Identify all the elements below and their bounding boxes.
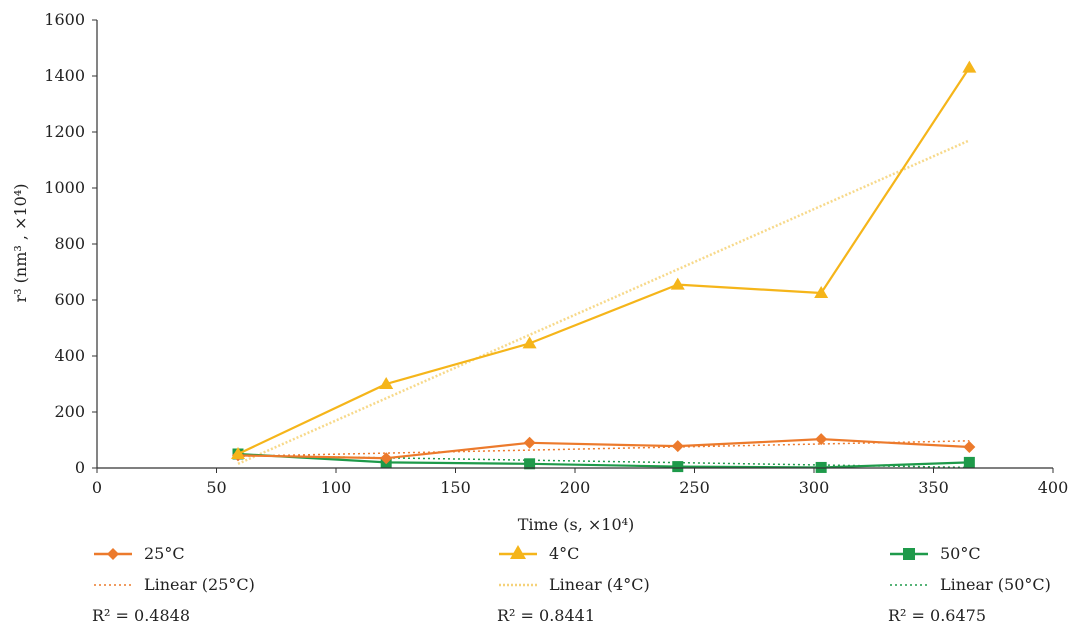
data-point-2 xyxy=(524,458,536,470)
triangle-marker-icon xyxy=(499,545,537,559)
x-tick-label: 0 xyxy=(92,478,102,497)
dotted-line-icon xyxy=(890,584,928,586)
x-axis-label: Time (s, ×10⁴) xyxy=(518,515,635,534)
legend-label-linear-50c: Linear (50°C) xyxy=(940,575,1051,594)
series xyxy=(231,60,977,473)
r2-label-50c: R² = 0.6475 xyxy=(888,606,987,625)
legend-label-50c: 50°C xyxy=(940,544,981,563)
y-tick-label: 0 xyxy=(75,458,85,477)
dotted-line-icon xyxy=(94,584,132,586)
x-tick-label: 250 xyxy=(679,478,710,497)
dotted-line-icon xyxy=(499,583,537,587)
data-point-1 xyxy=(962,60,977,73)
legend-group-50c: 50°C Linear (50°C) R² = 0.6475 xyxy=(888,540,1075,633)
y-tick-label: 1400 xyxy=(44,66,85,85)
diamond-marker-icon xyxy=(94,548,132,560)
data-point-1 xyxy=(522,336,537,349)
data-point-0 xyxy=(671,440,684,453)
data-point-2 xyxy=(963,456,975,468)
y-tick-label: 800 xyxy=(54,234,85,253)
data-point-2 xyxy=(672,461,684,473)
legend-label-25c: 25°C xyxy=(144,544,185,563)
square-marker-icon xyxy=(890,548,928,560)
x-tick-label: 50 xyxy=(206,478,226,497)
y-tick-label: 1600 xyxy=(44,10,85,29)
y-tick-label: 1200 xyxy=(44,122,85,141)
data-point-1 xyxy=(670,277,685,290)
legend-label-4c: 4°C xyxy=(549,544,580,563)
axes: 0 50 100 150 200 250 300 350 400 0 200 400 600 800 100… xyxy=(44,10,1068,497)
x-tick-label: 350 xyxy=(918,478,949,497)
legend-item-50c: 50°C xyxy=(888,540,1075,571)
series-line-2 xyxy=(237,452,970,469)
r2-label-4c: R² = 0.8441 xyxy=(497,606,596,625)
legend-label-linear-25c: Linear (25°C) xyxy=(144,575,255,594)
r2-4c: R² = 0.8441 xyxy=(497,602,757,633)
data-point-0 xyxy=(523,436,536,449)
legend-item-4c: 4°C xyxy=(497,540,757,571)
legend-item-linear-50c: Linear (50°C) xyxy=(888,571,1075,602)
series-line-0 xyxy=(237,438,970,460)
data-point-0 xyxy=(815,433,828,446)
r2-25c: R² = 0.4848 xyxy=(92,602,352,633)
data-point-0 xyxy=(963,441,976,453)
data-point-1 xyxy=(379,377,394,389)
series-line-1 xyxy=(237,66,971,455)
legend-group-4c: 4°C Linear (4°C) R² = 0.8441 xyxy=(497,540,757,633)
x-tick-label: 100 xyxy=(321,478,352,497)
x-tick-label: 300 xyxy=(799,478,830,497)
legend-item-25c: 25°C xyxy=(92,540,352,571)
x-tick-label: 200 xyxy=(560,478,591,497)
legend: 25°C Linear (25°C) R² = 0.4848 4°C Linea… xyxy=(0,540,1075,639)
r2-50c: R² = 0.6475 xyxy=(888,602,1075,633)
legend-item-linear-4c: Linear (4°C) xyxy=(497,571,757,602)
x-tick-label: 150 xyxy=(440,478,471,497)
y-axis-label: r³ (nm³ , ×10⁴) xyxy=(11,184,30,303)
y-tick-label: 200 xyxy=(54,402,85,421)
y-tick-label: 400 xyxy=(54,346,85,365)
legend-group-25c: 25°C Linear (25°C) R² = 0.4848 xyxy=(92,540,352,633)
legend-item-linear-25c: Linear (25°C) xyxy=(92,571,352,602)
data-point-1 xyxy=(814,286,829,298)
legend-label-linear-4c: Linear (4°C) xyxy=(549,575,650,594)
trendline-0 xyxy=(237,440,970,457)
data-point-0 xyxy=(380,452,393,465)
r2-label-25c: R² = 0.4848 xyxy=(92,606,191,625)
y-tick-label: 1000 xyxy=(44,178,85,197)
trendline-1 xyxy=(237,139,970,465)
trendlines xyxy=(237,139,970,469)
data-point-1 xyxy=(231,447,246,459)
y-tick-label: 600 xyxy=(54,290,85,309)
x-tick-label: 400 xyxy=(1038,478,1069,497)
